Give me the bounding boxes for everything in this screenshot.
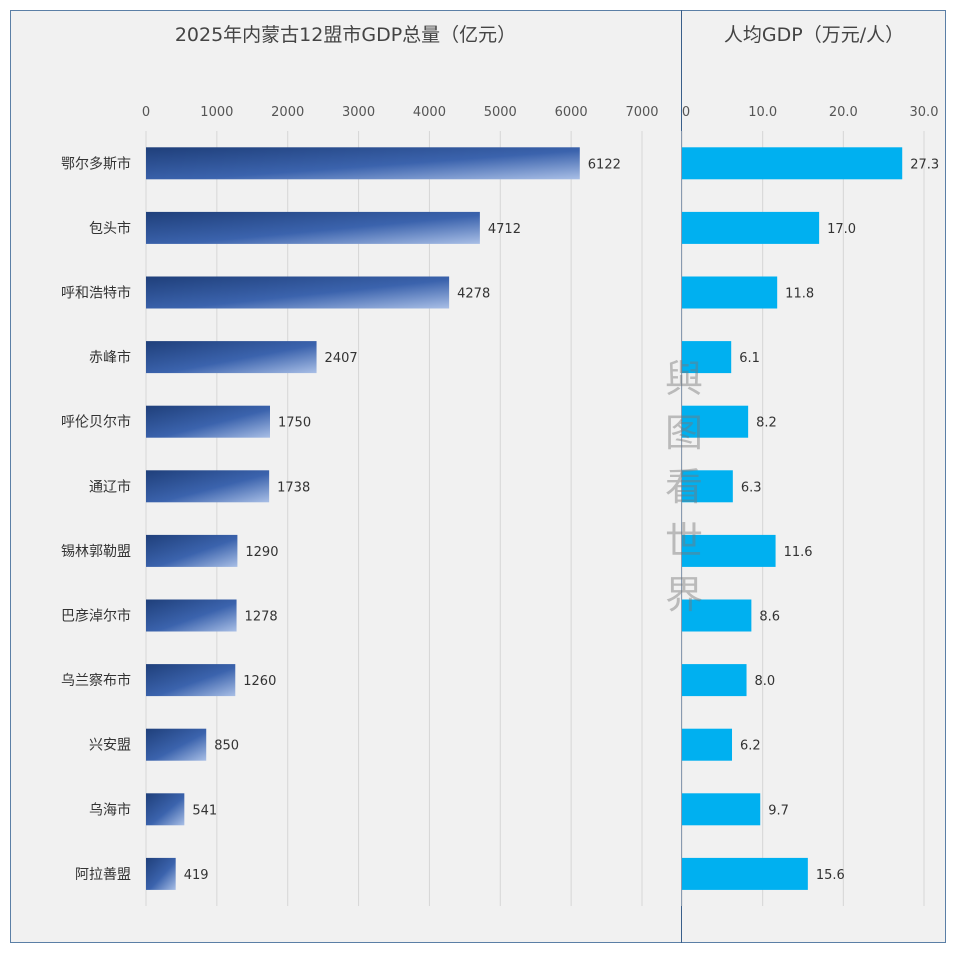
data-label: 8.0: [755, 674, 776, 689]
category-label: 鄂尔多斯市: [61, 155, 131, 172]
data-label: 9.7: [768, 803, 789, 818]
gdp-per-capita-chart: 0 10.0 20.0 30.0 27.3 17.0 11.8 6.1 8.2 6.3 11.6 8.…: [681, 105, 939, 906]
x-tick-label: 5000: [484, 105, 517, 120]
gdp-per-capita-title: 人均GDP（万元/人）: [723, 24, 905, 46]
watermark-char: 看: [664, 465, 703, 509]
bar: [682, 664, 747, 697]
data-label: 6.3: [741, 480, 762, 495]
bar: [682, 405, 749, 438]
data-label: 27.3: [910, 157, 939, 172]
x-tick-label: 7000: [625, 105, 658, 120]
category-label: 包头市: [89, 220, 131, 237]
x-tick-label: 0: [142, 105, 150, 120]
watermark-char: 图: [664, 411, 703, 455]
bar: [682, 470, 733, 503]
bar: [146, 341, 317, 374]
x-tick-label: 20.0: [829, 105, 858, 120]
data-label: 2407: [325, 351, 358, 366]
data-label: 11.6: [784, 545, 813, 560]
bar: [682, 534, 776, 567]
bar: [146, 857, 176, 890]
data-label: 1278: [245, 610, 278, 625]
category-label: 通辽市: [89, 478, 131, 495]
x-tick-label: 2000: [271, 105, 304, 120]
watermark-char: 與: [664, 357, 703, 401]
category-label: 呼和浩特市: [61, 285, 131, 302]
category-label: 赤峰市: [89, 349, 131, 366]
x-tick-label: 3000: [342, 105, 375, 120]
gdp-total-chart: 0 1000 2000 3000 4000 5000 6000 7000 6122 鄂尔多斯市 47…: [61, 105, 659, 906]
category-label: 巴彦淖尔市: [61, 608, 131, 625]
bar: [682, 341, 732, 374]
data-label: 419: [184, 868, 209, 883]
data-label: 1750: [278, 416, 311, 431]
category-label: 呼伦贝尔市: [61, 414, 131, 431]
data-label: 1738: [277, 480, 310, 495]
bar: [146, 470, 270, 503]
bar: [146, 793, 185, 826]
bar: [682, 728, 733, 761]
x-tick-label: 6000: [555, 105, 588, 120]
bar: [146, 599, 237, 632]
bar: [682, 599, 752, 632]
bar: [146, 147, 580, 180]
bar: [682, 147, 903, 180]
x-tick-label: 10.0: [748, 105, 777, 120]
data-label: 850: [214, 739, 239, 754]
gdp-total-title: 2025年内蒙古12盟市GDP总量（亿元）: [174, 24, 517, 46]
data-label: 6.2: [740, 739, 761, 754]
data-label: 8.6: [759, 610, 780, 625]
watermark-char: 世: [664, 519, 703, 563]
x-tick-label: 0: [682, 105, 690, 120]
data-label: 541: [192, 803, 217, 818]
data-label: 1290: [245, 545, 278, 560]
data-label: 1260: [243, 674, 276, 689]
data-label: 4278: [457, 287, 490, 302]
category-label: 锡林郭勒盟: [61, 543, 131, 560]
bar: [146, 728, 207, 761]
category-label: 阿拉善盟: [75, 867, 131, 883]
category-label: 乌兰察布市: [61, 672, 131, 689]
bar: [682, 793, 761, 826]
category-label: 乌海市: [89, 801, 131, 818]
bar: [146, 664, 236, 697]
category-label: 兴安盟: [89, 738, 131, 754]
x-tick-label: 4000: [413, 105, 446, 120]
data-label: 11.8: [785, 287, 814, 302]
bar: [682, 211, 820, 244]
data-label: 6.1: [739, 351, 760, 366]
bar: [146, 276, 450, 309]
x-tick-label: 30.0: [910, 105, 939, 120]
bar: [682, 857, 808, 890]
data-label: 15.6: [816, 868, 845, 883]
bar: [146, 534, 238, 567]
data-label: 4712: [488, 222, 521, 237]
data-label: 17.0: [827, 222, 856, 237]
x-tick-label: 1000: [200, 105, 233, 120]
bar: [682, 276, 778, 309]
watermark-char: 界: [664, 573, 703, 617]
bar: [146, 211, 480, 244]
bar: [146, 405, 270, 438]
data-label: 8.2: [756, 416, 777, 431]
data-label: 6122: [588, 157, 621, 172]
watermark: 與图看世界: [654, 352, 714, 622]
